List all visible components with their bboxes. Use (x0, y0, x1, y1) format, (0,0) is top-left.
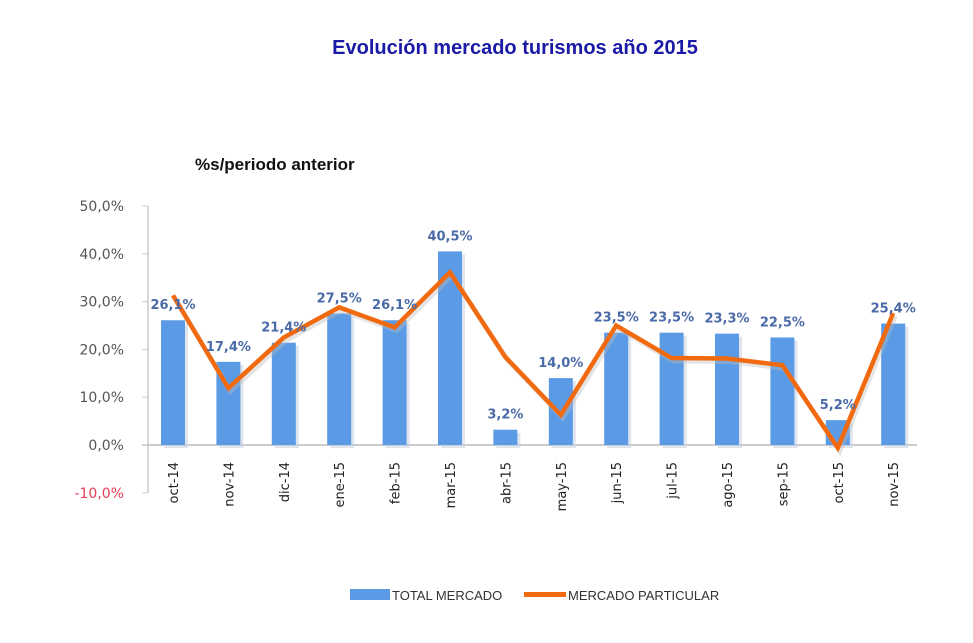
data-label: 14,0% (538, 356, 583, 371)
data-label: 23,3% (704, 312, 749, 327)
y-tick-label: 0,0% (88, 438, 124, 454)
legend-swatch-mercado-particular (524, 592, 566, 597)
bar-total-mercado (327, 313, 352, 445)
y-tick-label: 40,0% (80, 247, 124, 263)
data-label: 23,5% (649, 311, 694, 326)
data-label: 40,5% (427, 229, 472, 244)
data-label: 17,4% (206, 340, 251, 355)
x-tick-label: jun-15 (610, 462, 625, 504)
data-label: 25,4% (871, 302, 916, 317)
data-label: 22,5% (760, 315, 805, 330)
data-label: 3,2% (487, 408, 523, 423)
x-tick-label: oct-14 (167, 462, 182, 503)
y-tick-label: 20,0% (80, 342, 124, 358)
y-tick-label: 50,0% (80, 199, 124, 215)
x-tick-label: mar-15 (444, 462, 459, 508)
data-label: 5,2% (820, 398, 856, 413)
x-tick-label: oct-15 (832, 462, 847, 503)
x-tick-label: may-15 (555, 462, 570, 511)
bar-total-mercado (715, 333, 739, 445)
x-tick-label: ene-15 (333, 462, 348, 507)
x-tick-label: feb-15 (389, 462, 404, 504)
legend-label-mercado-particular: MERCADO PARTICULAR (568, 588, 719, 603)
legend-swatch-total-mercado (350, 589, 390, 600)
y-tick-label: 30,0% (80, 295, 124, 311)
chart-title: Evolución mercado turismos año 2015 (332, 37, 698, 59)
line-mercado-particular (171, 268, 896, 453)
data-label: 27,5% (317, 292, 362, 307)
data-label: 26,1% (150, 298, 195, 313)
y-tick-label: 10,0% (80, 390, 124, 406)
bar-total-mercado (382, 320, 407, 445)
x-tick-label: abr-15 (499, 462, 514, 504)
x-tick-label: sep-15 (776, 462, 791, 506)
x-tick-label: nov-14 (222, 462, 237, 507)
bar-total-mercado (161, 320, 185, 445)
x-tick-label: dic-14 (278, 462, 293, 502)
data-label: 26,1% (372, 298, 417, 313)
x-tick-label: jul-15 (666, 462, 681, 500)
bar-total-mercado (493, 429, 518, 445)
bar-total-mercado (271, 342, 296, 445)
chart-subtitle: %s/periodo anterior (195, 155, 355, 174)
x-tick-label: ago-15 (721, 462, 736, 508)
x-tick-label: nov-15 (887, 462, 902, 507)
y-tick-label: -10,0% (74, 486, 124, 502)
bar-total-mercado (659, 332, 684, 445)
legend: TOTAL MERCADO MERCADO PARTICULAR (350, 588, 719, 603)
bar-total-mercado (770, 337, 795, 445)
bar-total-mercado (881, 323, 906, 445)
bar-total-mercado (604, 332, 629, 445)
data-label: 21,4% (261, 321, 306, 336)
legend-label-total-mercado: TOTAL MERCADO (392, 588, 502, 603)
data-label: 23,5% (594, 311, 639, 326)
